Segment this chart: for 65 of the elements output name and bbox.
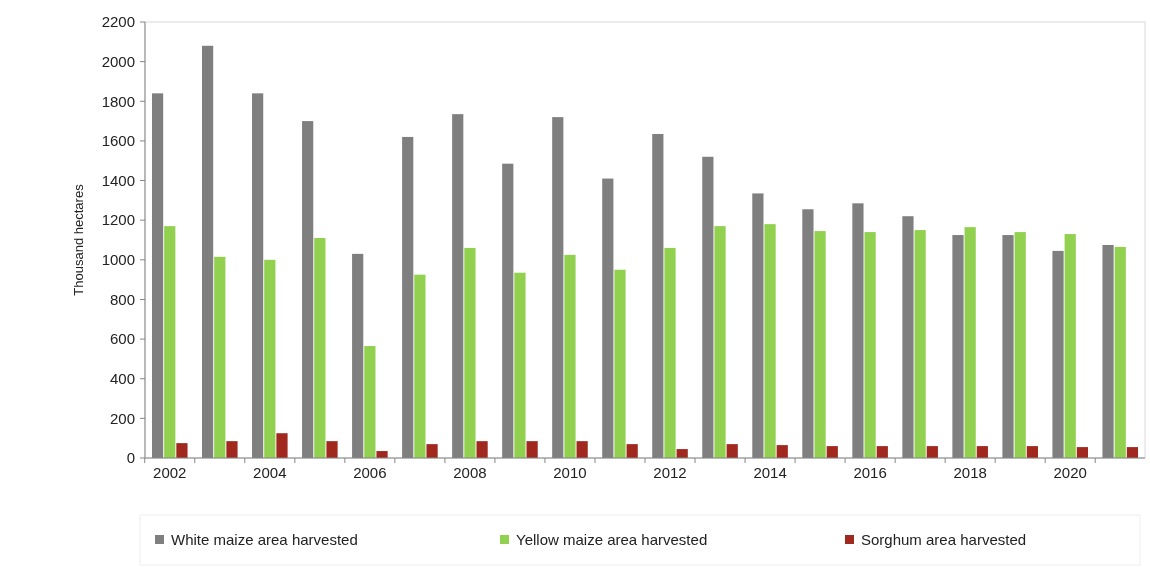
y-axis-title: Thousand hectares: [71, 183, 86, 296]
x-tick-label: 2020: [1053, 464, 1087, 481]
bar: [476, 441, 488, 458]
bar: [414, 274, 426, 458]
bar: [376, 451, 388, 458]
bar: [464, 247, 476, 458]
bar: [776, 445, 788, 458]
bar: [214, 256, 226, 458]
y-tick-label: 400: [109, 369, 135, 387]
y-tick-label: 1000: [101, 251, 135, 269]
bar: [764, 224, 776, 458]
x-tick-label: 2014: [753, 464, 787, 481]
y-tick-label: 600: [109, 330, 135, 348]
bar: [964, 227, 976, 458]
bar: [426, 444, 438, 458]
x-tick-label: 2018: [953, 464, 987, 481]
x-tick-label: 2012: [653, 464, 687, 481]
bar: [664, 247, 676, 458]
bar: [326, 441, 338, 458]
x-tick-label: 2006: [353, 464, 387, 481]
bar: [976, 446, 988, 458]
x-tick-label: 2010: [553, 464, 587, 481]
bar: [576, 441, 588, 458]
bar: [626, 444, 638, 458]
bar: [364, 346, 376, 458]
bar: [1026, 446, 1038, 458]
y-tick-label: 2000: [101, 52, 135, 70]
legend-label: Yellow maize area harvested: [516, 531, 708, 549]
y-tick-label: 1800: [101, 92, 135, 110]
bar: [526, 441, 538, 458]
bar: [1076, 447, 1088, 458]
bar: [1064, 234, 1076, 458]
bar: [826, 446, 838, 458]
bar: [264, 259, 276, 458]
y-tick-label: 2200: [101, 13, 135, 31]
bar: [176, 443, 188, 458]
bar: [814, 231, 826, 458]
bar: [926, 446, 938, 458]
bar: [1114, 246, 1126, 458]
bar: [226, 441, 238, 458]
y-tick-label: 1600: [101, 132, 135, 150]
bar: [614, 269, 626, 458]
bar: [1126, 447, 1139, 458]
y-tick-label: 1400: [101, 171, 135, 189]
bar: [1014, 232, 1026, 458]
bar: [876, 446, 888, 458]
bar: [276, 433, 288, 458]
y-tick-label: 800: [109, 290, 135, 308]
y-tick-label: 200: [109, 409, 135, 427]
bar: [314, 238, 326, 458]
x-tick-label: 2004: [253, 464, 287, 481]
legend-label: White maize area harvested: [171, 531, 358, 549]
bar: [914, 230, 926, 458]
bar: [864, 232, 876, 458]
legend-label: Sorghum area harvested: [861, 531, 1027, 549]
x-tick-label: 2008: [453, 464, 487, 481]
y-tick-label: 1200: [101, 211, 135, 229]
x-tick-label: 2016: [853, 464, 887, 481]
bar: [726, 444, 738, 458]
bar: [714, 226, 726, 458]
y-tick-label: 0: [126, 449, 135, 467]
bar: [164, 226, 176, 458]
bar: [564, 254, 576, 458]
bar: [514, 272, 526, 458]
x-tick-label: 2002: [153, 464, 187, 481]
